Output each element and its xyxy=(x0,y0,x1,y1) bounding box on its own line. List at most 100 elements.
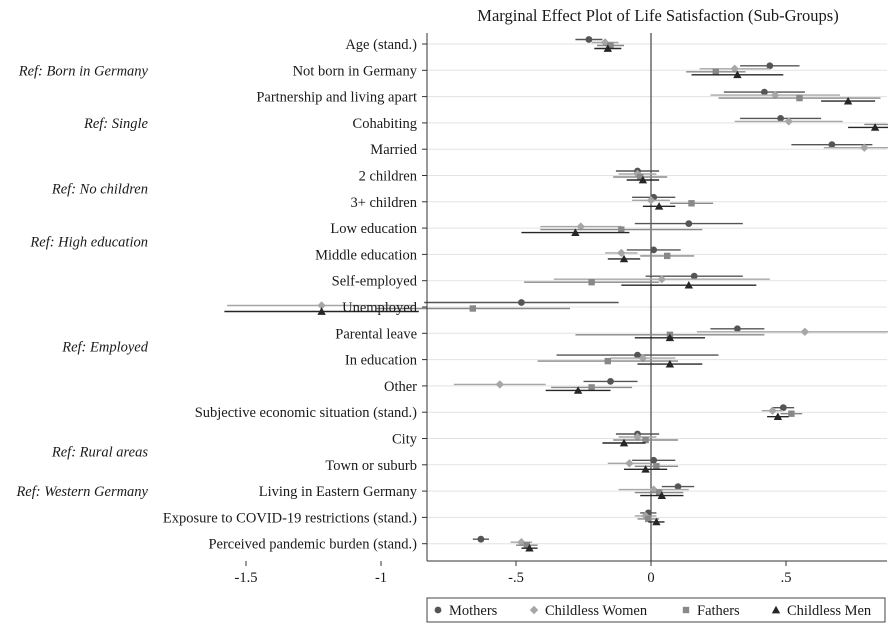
legend-label: Childless Men xyxy=(787,603,872,619)
point-marker xyxy=(619,254,629,263)
reference-group-labels: Ref: Born in Germany Ref: Single Ref: No c… xyxy=(15,63,148,500)
point-marker xyxy=(784,117,793,126)
point-marker xyxy=(317,307,326,315)
reference-label: Ref: Born in Germany xyxy=(18,63,149,79)
reference-label: Ref: Single xyxy=(83,116,149,132)
point-marker xyxy=(860,143,869,152)
legend-item-fathers: Fathers xyxy=(682,603,740,619)
category-label: Cohabiting xyxy=(353,116,417,132)
point-marker xyxy=(649,485,658,494)
series-mothers xyxy=(424,36,873,543)
point-marker xyxy=(665,359,675,368)
point-marker xyxy=(603,44,612,52)
point-marker xyxy=(733,70,742,79)
category-label: City xyxy=(392,432,418,448)
point-marker xyxy=(619,438,629,447)
point-marker xyxy=(607,42,614,49)
point-marker xyxy=(665,333,675,342)
point-marker xyxy=(712,68,719,75)
x-tick-label: 0 xyxy=(647,570,654,586)
point-marker xyxy=(618,226,625,233)
point-marker xyxy=(650,246,658,254)
point-marker xyxy=(637,173,644,181)
point-marker xyxy=(771,90,780,100)
point-marker xyxy=(642,436,649,444)
x-tick-label: -1 xyxy=(375,570,387,586)
point-marker xyxy=(607,378,614,385)
point-marker xyxy=(495,380,504,389)
point-marker xyxy=(657,275,666,284)
point-marker xyxy=(773,412,783,421)
point-marker xyxy=(573,386,583,394)
legend-marker xyxy=(529,605,539,615)
legend-item-childless-men: Childless Men xyxy=(771,603,872,619)
legend-label: Childless Women xyxy=(545,603,648,619)
point-marker xyxy=(317,301,326,310)
point-marker xyxy=(633,432,642,442)
point-marker xyxy=(685,220,693,228)
point-marker xyxy=(870,123,880,131)
point-marker xyxy=(768,406,777,415)
point-marker xyxy=(641,465,650,473)
reference-label: Ref: No children xyxy=(51,182,148,198)
category-label: Age (stand.) xyxy=(345,37,417,53)
category-label: Town or suburb xyxy=(325,458,417,474)
point-marker xyxy=(766,62,774,70)
point-marker xyxy=(654,202,664,210)
point-marker xyxy=(652,517,661,526)
category-label: Subjective economic situation (stand.) xyxy=(195,405,417,421)
category-label: Unemployed xyxy=(342,300,418,316)
point-marker xyxy=(604,357,611,365)
x-tick-label: -1.5 xyxy=(235,570,258,586)
x-axis: -1.5-1-.50.511.5 xyxy=(235,33,887,586)
category-label: Self-employed xyxy=(332,274,418,290)
x-tick-label: -.5 xyxy=(508,570,524,586)
category-label: Perceived pandemic burden (stand.) xyxy=(208,537,417,553)
legend-marker xyxy=(434,606,442,614)
x-tick-label: .5 xyxy=(781,570,792,586)
point-marker xyxy=(477,535,485,543)
category-label: Married xyxy=(370,142,417,158)
point-marker xyxy=(517,538,526,547)
series-childless-men xyxy=(224,44,888,552)
point-marker xyxy=(646,196,656,205)
point-marker xyxy=(469,305,476,312)
category-label: Parental leave xyxy=(335,326,417,342)
legend-item-childless-women: Childless Women xyxy=(529,603,648,619)
series-childless-women xyxy=(227,38,888,547)
point-marker xyxy=(638,353,648,363)
point-marker xyxy=(690,272,698,280)
point-marker xyxy=(653,463,660,470)
point-marker xyxy=(523,542,530,549)
legend-label: Mothers xyxy=(449,603,498,619)
point-marker xyxy=(585,36,593,43)
point-marker xyxy=(645,515,652,523)
point-marker xyxy=(576,222,585,231)
point-marker xyxy=(779,404,787,412)
point-marker xyxy=(634,351,641,359)
point-marker xyxy=(518,299,525,306)
point-marker xyxy=(600,38,610,47)
category-label: Middle education xyxy=(315,247,418,263)
legend: Mothers Childless Women Fathers Childless M… xyxy=(426,597,886,623)
point-marker xyxy=(688,200,695,207)
category-labels: Age (stand.) Not born in Germany Partnersh… xyxy=(163,37,427,553)
point-marker xyxy=(828,141,836,149)
point-marker xyxy=(638,175,648,184)
category-label: 3+ children xyxy=(350,195,417,211)
category-label: Not born in Germany xyxy=(293,63,418,79)
category-label: Other xyxy=(384,379,417,395)
reference-label: Ref: Western Germany xyxy=(15,484,148,500)
point-marker xyxy=(525,544,534,552)
point-marker xyxy=(650,456,658,464)
data-series xyxy=(224,36,888,552)
point-marker xyxy=(730,64,739,73)
point-marker xyxy=(788,410,795,417)
point-marker xyxy=(843,96,853,105)
chart-title: Marginal Effect Plot of Life Satisfactio… xyxy=(477,6,838,25)
category-label: In education xyxy=(345,353,418,369)
point-marker xyxy=(617,248,626,258)
legend-marker xyxy=(771,605,781,614)
legend-marker xyxy=(682,606,690,614)
